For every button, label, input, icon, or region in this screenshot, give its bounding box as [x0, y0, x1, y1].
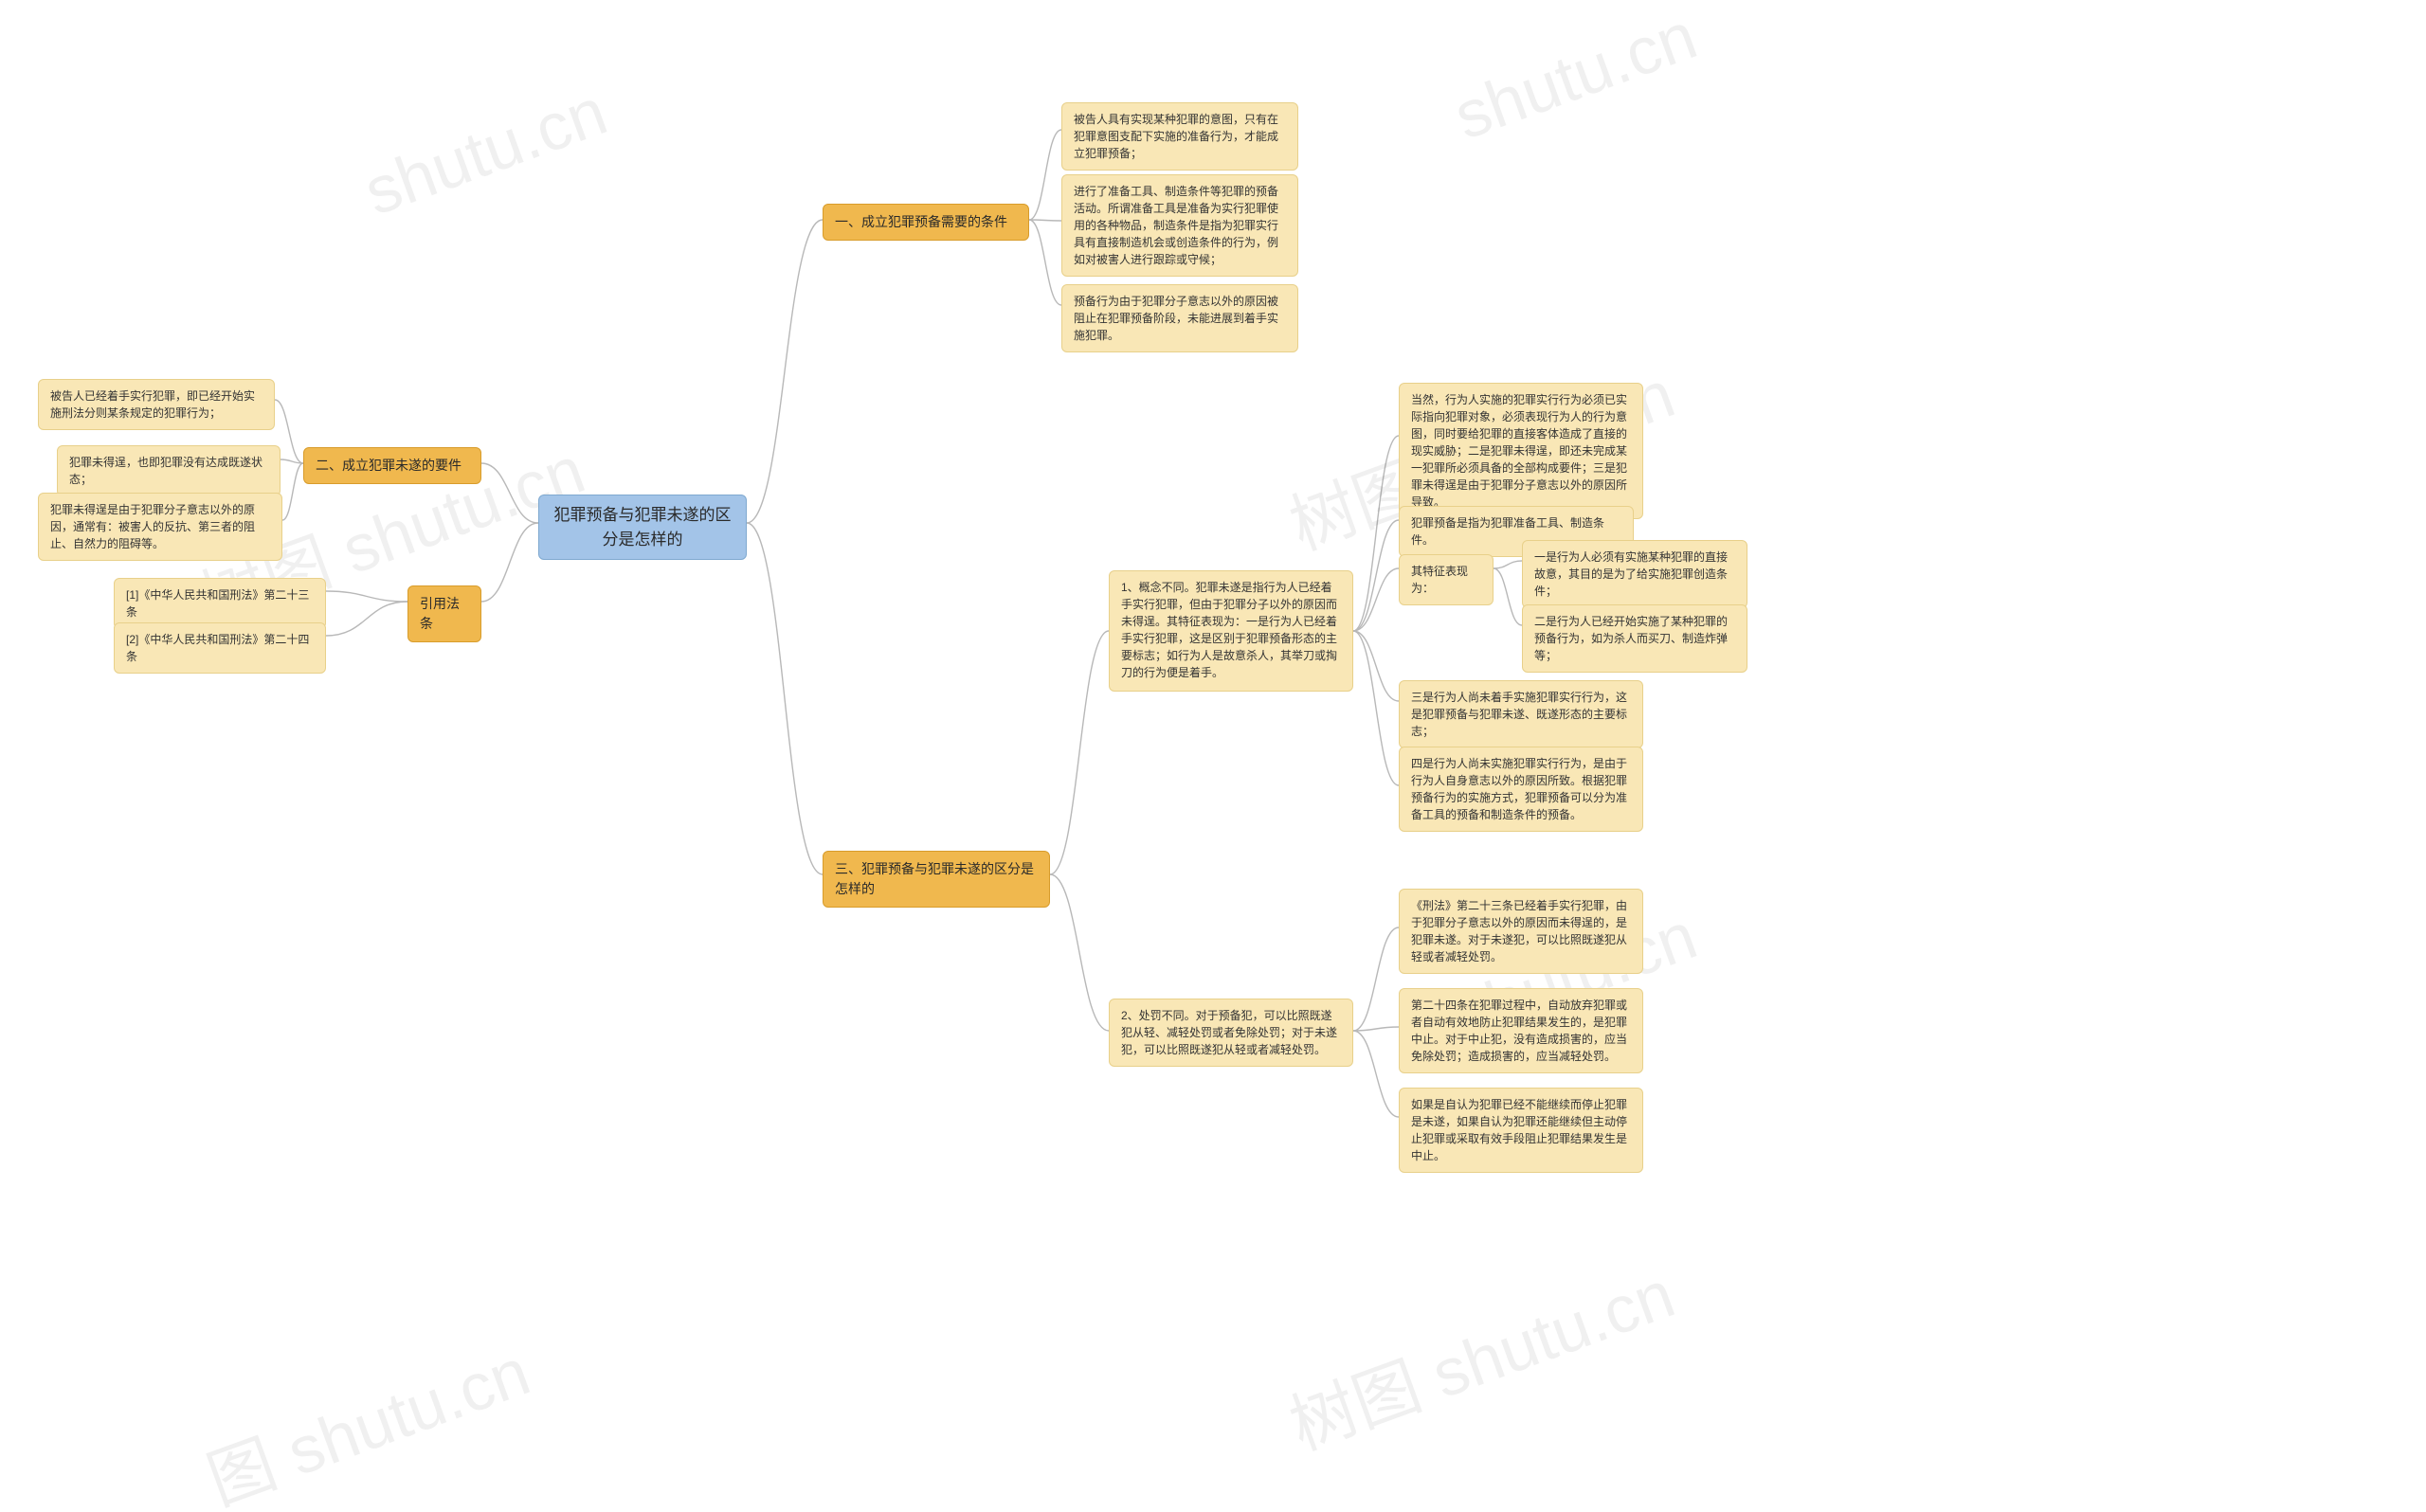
- watermark: 树图 shutu.cn: [1276, 1242, 1686, 1469]
- leaf-rb1-1: 进行了准备工具、制造条件等犯罪的预备活动。所谓准备工具是准备为实行犯罪使用的各种…: [1061, 174, 1298, 277]
- rb2-child-1: 2、处罚不同。对于预备犯，可以比照既遂犯从轻、减轻处罚或者免除处罚；对于未遂犯，…: [1109, 999, 1353, 1067]
- rb2-child-0-leaf-2-sub-1: 二是行为人已经开始实施了某种犯罪的预备行为，如为杀人而买刀、制造炸弹等；: [1522, 604, 1747, 673]
- rb2-child-1-leaf-1: 第二十四条在犯罪过程中，自动放弃犯罪或者自动有效地防止犯罪结果发生的，是犯罪中止…: [1399, 988, 1643, 1073]
- branch-left-1: 二、成立犯罪未遂的要件: [303, 447, 481, 484]
- leaf-left-1: 犯罪未得逞，也即犯罪没有达成既遂状态；: [57, 445, 281, 496]
- watermark: shutu.cn: [1444, 0, 1706, 154]
- branch-left-2: 引用法条: [407, 585, 481, 642]
- rb2-child-1-leaf-0: 《刑法》第二十三条已经着手实行犯罪，由于犯罪分子意志以外的原因而未得逞的，是犯罪…: [1399, 889, 1643, 974]
- branch-right-2: 三、犯罪预备与犯罪未遂的区分是怎样的: [823, 851, 1050, 908]
- leaf-left-2: 犯罪未得逞是由于犯罪分子意志以外的原因，通常有：被害人的反抗、第三者的阻止、自然…: [38, 493, 282, 561]
- rb2-child-0-leaf-3: 三是行为人尚未着手实施犯罪实行行为，这是犯罪预备与犯罪未遂、既遂形态的主要标志；: [1399, 680, 1643, 748]
- rb2-child-0-leaf-2: 其特征表现为：: [1399, 554, 1494, 605]
- watermark: 图 shutu.cn: [192, 1319, 540, 1512]
- center-node: 犯罪预备与犯罪未遂的区分是怎样的: [538, 495, 747, 560]
- rb2-child-1-leaf-2: 如果是自认为犯罪已经不能继续而停止犯罪是未遂，如果自认为犯罪还能继续但主动停止犯…: [1399, 1088, 1643, 1173]
- branch-right-1: 一、成立犯罪预备需要的条件: [823, 204, 1029, 241]
- rb2-child-0-leaf-4: 四是行为人尚未实施犯罪实行行为，是由于行为人自身意志以外的原因所致。根据犯罪预备…: [1399, 747, 1643, 832]
- leaf-left-4: [2]《中华人民共和国刑法》第二十四条: [114, 622, 326, 674]
- leaf-rb1-0: 被告人具有实现某种犯罪的意图，只有在犯罪意图支配下实施的准备行为，才能成立犯罪预…: [1061, 102, 1298, 171]
- leaf-left-0: 被告人已经着手实行犯罪，即已经开始实施刑法分则某条规定的犯罪行为；: [38, 379, 275, 430]
- rb2-child-0-leaf-2-sub-0: 一是行为人必须有实施某种犯罪的直接故意，其目的是为了给实施犯罪创造条件；: [1522, 540, 1747, 608]
- rb2-child-0-leaf-0: 当然，行为人实施的犯罪实行行为必须已实际指向犯罪对象，必须表现行为人的行为意图，…: [1399, 383, 1643, 519]
- rb2-child-0: 1、概念不同。犯罪未遂是指行为人已经着手实行犯罪，但由于犯罪分子以外的原因而未得…: [1109, 570, 1353, 692]
- leaf-rb1-2: 预备行为由于犯罪分子意志以外的原因被阻止在犯罪预备阶段，未能进展到着手实施犯罪。: [1061, 284, 1298, 352]
- leaf-left-3: [1]《中华人民共和国刑法》第二十三条: [114, 578, 326, 629]
- watermark: shutu.cn: [354, 73, 616, 230]
